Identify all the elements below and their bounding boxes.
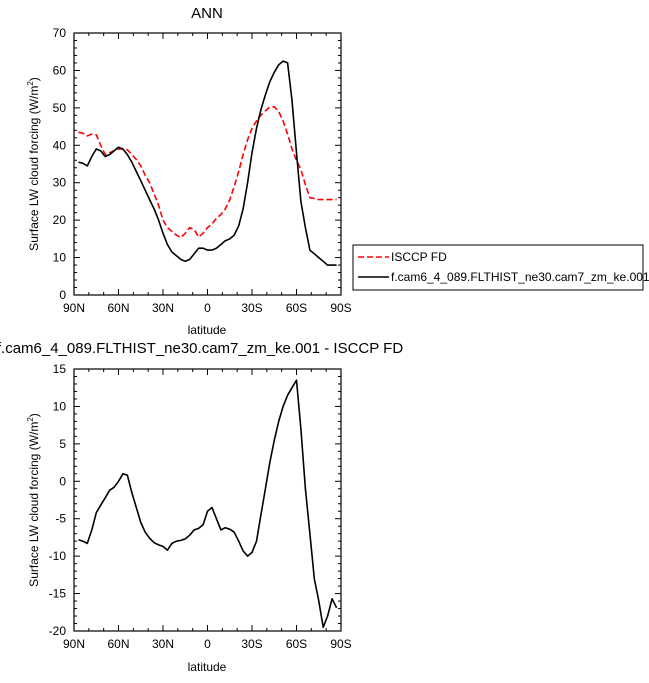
x-tick-label: 0	[204, 301, 211, 315]
x-tick-label: 30N	[152, 301, 174, 315]
chart-title-top: ANN	[191, 5, 223, 22]
y-tick-label: 40	[53, 138, 67, 152]
y-tick-label: -10	[49, 549, 67, 563]
x-tick-label: 90S	[330, 301, 351, 315]
y-axis-label-top-main: Surface LW cloud forcing (W/m	[27, 86, 41, 251]
panel-bottom: f.cam6_4_089.FLTHIST_ne30.cam7_zm_ke.001…	[0, 340, 403, 674]
y-axis-label-top: Surface LW cloud forcing (W/m2)	[26, 77, 41, 251]
x-tick-label: 60N	[107, 301, 129, 315]
y-tick-label: 10	[53, 399, 67, 413]
legend-box	[352, 244, 644, 291]
x-axis-label-top: latitude	[188, 323, 227, 337]
plot-frame	[73, 32, 342, 296]
y-tick-label: 20	[53, 213, 67, 227]
legend: ISCCP FD f.cam6_4_089.FLTHIST_ne30.cam7_…	[352, 244, 649, 291]
x-tick-label: 30S	[241, 637, 262, 651]
x-tick-label: 30N	[152, 637, 174, 651]
x-tick-label: 30S	[241, 301, 262, 315]
plot-area-bottom: 90N 60N 30N 0 30S 60S 90S -20 -15 -10 -5 0 5 10 15	[49, 362, 352, 651]
y-axis-label-bottom-main: Surface LW cloud forcing (W/m	[27, 422, 41, 587]
x-axis-label-bottom: latitude	[188, 660, 227, 674]
y-tick-label: -15	[49, 587, 67, 601]
y-tick-label: 60	[53, 63, 67, 77]
x-tick-label: 90N	[63, 301, 85, 315]
legend-label-isccp: ISCCP FD	[391, 250, 447, 264]
x-tick-label: 90S	[330, 637, 351, 651]
panel-top: ANN 90N 60N 30N 0 30S 60S 90S 0 10 20 30 40 50 60 70 l…	[26, 5, 649, 337]
y-tick-label: -5	[55, 512, 66, 526]
y-tick-label: -20	[49, 624, 67, 638]
y-tick-label: 10	[53, 251, 67, 265]
x-tick-label: 0	[204, 637, 211, 651]
x-tick-label: 60S	[286, 301, 307, 315]
y-tick-label: 0	[59, 474, 66, 488]
x-tick-label: 90N	[63, 637, 85, 651]
y-axis-label-bottom-tail: )	[27, 413, 41, 417]
y-tick-label: 5	[59, 437, 66, 451]
y-tick-label: 0	[59, 288, 66, 302]
plot-frame	[73, 368, 342, 632]
y-axis-label-bottom: Surface LW cloud forcing (W/m2)	[26, 413, 41, 587]
plot-area-top: 90N 60N 30N 0 30S 60S 90S 0 10 20 30 40 50 60 70	[53, 26, 352, 315]
y-tick-label: 70	[53, 26, 67, 40]
x-tick-label: 60N	[107, 637, 129, 651]
legend-label-model: f.cam6_4_089.FLTHIST_ne30.cam7_zm_ke.001	[391, 270, 649, 284]
series-line-0	[78, 379, 338, 629]
y-tick-label: 15	[53, 362, 67, 376]
y-tick-label: 50	[53, 101, 67, 115]
y-axis-label-top-sup: 2	[26, 81, 35, 86]
y-axis-label-top-tail: )	[27, 77, 41, 81]
y-tick-label: 30	[53, 176, 67, 190]
y-axis-label-bottom-sup: 2	[26, 417, 35, 422]
series-line-1	[78, 60, 337, 266]
x-tick-label: 60S	[286, 637, 307, 651]
chart-title-bottom: f.cam6_4_089.FLTHIST_ne30.cam7_zm_ke.001…	[0, 340, 403, 357]
